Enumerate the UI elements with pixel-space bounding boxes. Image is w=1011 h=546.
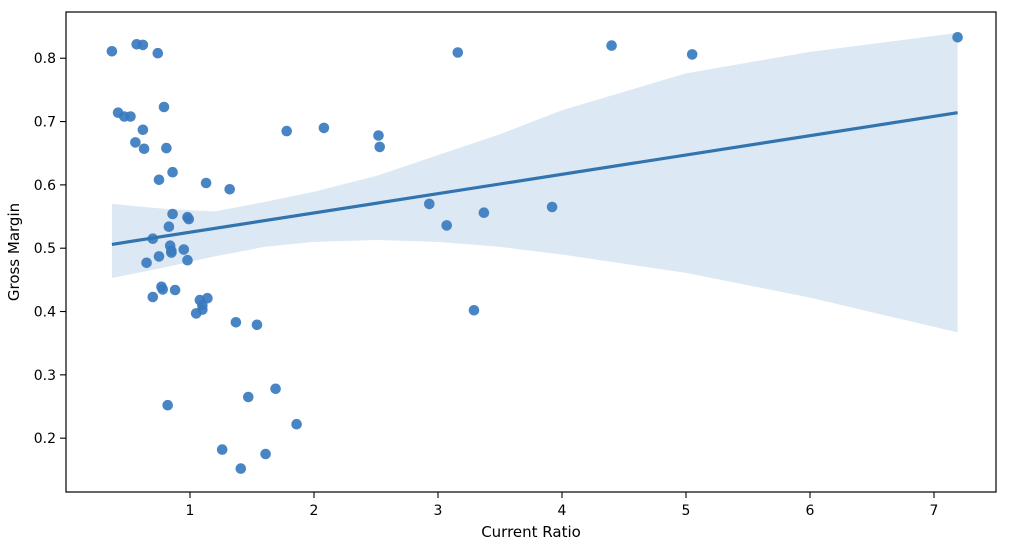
- data-point: [166, 247, 177, 258]
- data-point: [106, 46, 118, 57]
- y-tick-label: 0.5: [34, 241, 56, 257]
- x-tick-label: 4: [558, 503, 567, 519]
- data-point: [138, 143, 150, 155]
- data-point: [183, 213, 195, 225]
- y-axis-title: Gross Margin: [5, 203, 23, 301]
- data-point: [200, 177, 212, 189]
- data-point: [190, 308, 202, 319]
- data-point: [291, 418, 302, 430]
- data-point: [153, 174, 165, 186]
- data-point: [251, 319, 263, 331]
- points-layer: [106, 32, 963, 474]
- data-point: [452, 47, 464, 58]
- y-tick-label: 0.4: [34, 305, 56, 321]
- y-tick-label: 0.8: [34, 51, 56, 67]
- data-point: [318, 122, 330, 134]
- data-point: [178, 244, 190, 255]
- data-point: [162, 399, 173, 411]
- data-point: [281, 125, 293, 137]
- plot-frame: [65, 11, 997, 493]
- data-point: [468, 305, 480, 316]
- data-point: [441, 220, 453, 231]
- data-point: [478, 207, 490, 218]
- x-axis: 1 2 3 4 5 6 7: [186, 492, 939, 519]
- x-tick-label: 6: [806, 503, 815, 519]
- y-axis: 0.2 0.3 0.4 0.5 0.6 0.7 0.8: [34, 51, 66, 447]
- data-point: [424, 198, 435, 210]
- x-tick-label: 7: [930, 503, 939, 519]
- y-tick-label: 0.7: [34, 115, 56, 131]
- y-tick-label: 0.2: [34, 431, 56, 447]
- confidence-band: [111, 32, 958, 333]
- data-point: [260, 448, 271, 460]
- data-point: [374, 141, 386, 153]
- data-point: [952, 32, 963, 43]
- y-tick-label: 0.3: [34, 368, 56, 384]
- data-point: [147, 291, 159, 303]
- data-point: [152, 47, 164, 59]
- data-point: [546, 201, 558, 213]
- data-point: [270, 383, 281, 395]
- data-point: [137, 124, 149, 136]
- data-point: [235, 463, 247, 474]
- data-point: [243, 391, 254, 403]
- data-point: [158, 101, 170, 113]
- data-point: [167, 208, 178, 220]
- x-tick-label: 5: [682, 503, 691, 519]
- data-point: [167, 166, 178, 178]
- x-tick-label: 3: [434, 503, 443, 519]
- data-point: [137, 39, 149, 51]
- data-point: [141, 257, 152, 269]
- y-tick-label: 0.6: [34, 178, 56, 194]
- data-point: [216, 444, 228, 455]
- x-axis-title: Current Ratio: [481, 523, 581, 541]
- data-point: [182, 254, 193, 266]
- regression-line: [111, 111, 958, 246]
- x-tick-label: 1: [186, 503, 195, 519]
- data-point: [606, 40, 617, 51]
- data-point: [130, 137, 141, 148]
- data-point: [163, 221, 175, 232]
- data-point: [686, 49, 698, 60]
- plot-area: [106, 32, 963, 474]
- data-point: [161, 142, 172, 154]
- data-point: [169, 284, 181, 296]
- data-point: [230, 317, 242, 328]
- data-point: [157, 284, 168, 295]
- data-point: [125, 111, 136, 122]
- data-point: [373, 130, 384, 141]
- data-point: [153, 251, 165, 262]
- x-tick-label: 2: [310, 503, 319, 519]
- data-point: [224, 184, 235, 195]
